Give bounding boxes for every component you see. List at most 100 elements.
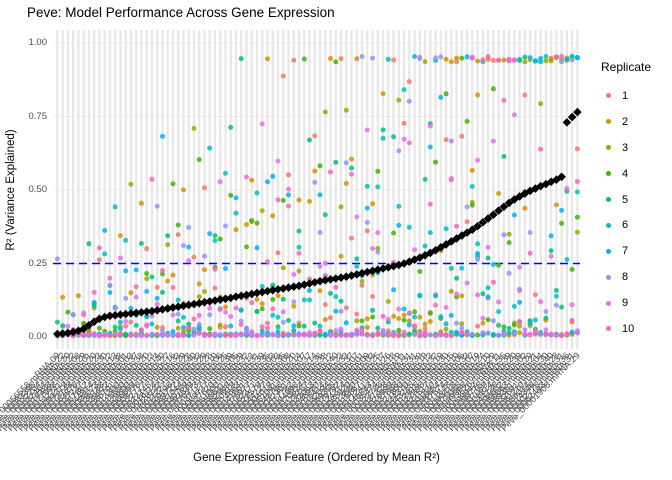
scatter-point [249,333,255,338]
mean-diamond [273,285,283,294]
legend-item: 2 [593,109,672,135]
scatter-point [490,138,496,144]
scatter-point [422,176,428,182]
legend-item: 9 [593,290,672,316]
mean-diamond [489,210,498,219]
mean-diamond [431,245,440,255]
scatter-point [459,321,465,327]
scatter-point [448,288,454,294]
scatter-point [511,57,517,63]
scatter-point [517,319,523,324]
scatter-point [454,275,460,281]
scatter-point [117,233,123,239]
scatter-point [490,262,496,267]
scatter-point [307,137,312,143]
scatter-point [459,293,465,299]
scatter-point [144,288,150,294]
scatter-point [286,192,291,198]
scatter-point [165,332,171,338]
scatter-point [165,233,171,239]
scatter-point [496,299,502,305]
scatter-point [501,232,507,238]
scatter-point [128,181,134,187]
scatter-point [454,320,460,326]
scatter-point [364,220,370,225]
scatter-point [385,332,391,338]
scatter-point [490,86,496,92]
mean-diamond [336,273,346,282]
scatter-point [406,318,412,324]
scatter-point [343,320,349,326]
scatter-point [233,195,239,201]
mean-diamond [210,296,220,305]
scatter-point [422,326,428,332]
scatter-point [343,305,349,311]
scatter-point [538,331,544,337]
legend-item: 5 [593,187,672,213]
scatter-point [401,87,407,93]
mean-diamond [320,275,330,285]
scatter-point [422,59,428,65]
x-axis-label: Gene Expression Feature (Ordered by Mean… [193,452,440,464]
scatter-point [412,309,418,315]
mean-diamond [242,290,251,300]
mean-diamond [142,307,151,317]
scatter-point [569,53,575,59]
mean-diamond [263,286,272,296]
legend-items: 1 2 3 4 5 6 7 8 9 10 [593,83,672,342]
mean-diamond [536,181,545,191]
scatter-point [181,187,186,193]
scatter-point [569,317,575,323]
scatter-point [464,332,470,337]
y-tick-label: 0.25 [28,257,48,269]
scatter-point [543,315,549,321]
scatter-point [317,163,323,169]
mean-diamond [184,300,194,310]
scatter-point [244,330,249,336]
scatter-point [548,248,554,254]
scatter-point [553,287,559,293]
scatter-point [286,172,291,178]
scatter-point [438,331,444,337]
scatter-point [301,323,307,329]
scatter-point [181,314,186,320]
scatter-point [138,241,144,246]
mean-diamond [257,287,267,297]
scatter-point [522,205,528,211]
scatter-point [522,54,528,60]
scatter-point [401,312,407,318]
scatter-point [527,331,533,337]
mean-diamond [221,294,230,304]
scatter-point [60,294,66,300]
scatter-point [296,197,302,203]
scatter-point [186,332,192,338]
scatter-point [96,257,102,263]
scatter-point [559,304,565,310]
scatter-point [259,306,265,312]
mean-diamond [368,266,377,276]
scatter-point [322,212,328,218]
scatter-point [133,294,139,300]
scatter-point [170,312,176,318]
scatter-point [454,59,460,65]
scatter-point [475,251,481,256]
scatter-point [270,173,276,179]
scatter-point [175,332,181,338]
scatter-point [202,253,207,259]
mean-diamond [462,228,472,237]
mean-diamond [63,328,73,338]
scatter-point [406,322,412,328]
scatter-point [569,329,575,335]
scatter-point [406,98,412,104]
scatter-point [569,57,575,63]
scatter-point [175,311,181,317]
scatter-point [228,192,234,198]
mean-diamond [205,297,215,306]
scatter-point [448,265,454,271]
legend-item-label: 7 [622,245,629,258]
scatter-point [70,312,76,317]
scatter-point [469,184,475,189]
mean-diamond [341,272,351,282]
scatter-point [54,319,60,325]
